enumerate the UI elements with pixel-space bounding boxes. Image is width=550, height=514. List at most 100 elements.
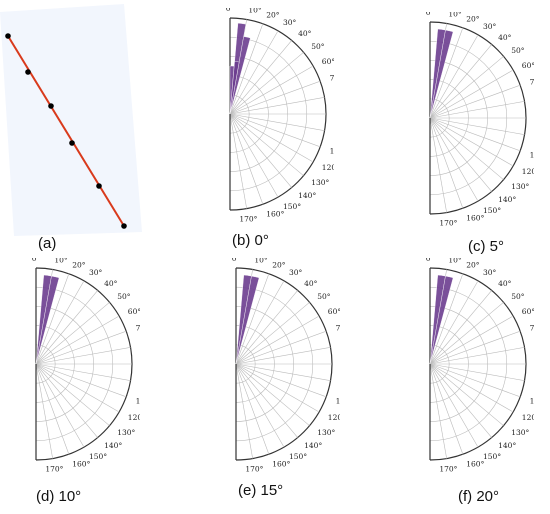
angle-label: 160°	[466, 460, 484, 469]
grid-spoke	[429, 117, 525, 135]
angle-label: 120°	[328, 413, 340, 422]
grid-spoke	[35, 280, 85, 365]
grid-spoke	[35, 290, 98, 365]
angle-label: 0°	[232, 258, 241, 263]
grid-spoke	[429, 347, 525, 365]
grid-spoke	[429, 56, 504, 119]
angle-label: 160°	[466, 214, 484, 223]
angle-label: 30°	[289, 268, 303, 277]
grid-spoke	[429, 117, 504, 180]
angle-label: 140°	[298, 191, 316, 200]
grid-spoke	[429, 273, 464, 365]
angle-label: 20°	[466, 260, 480, 269]
grid-spoke	[35, 347, 131, 365]
angle-label: 10°	[448, 258, 462, 265]
angle-label: 70°	[336, 324, 340, 333]
grid-spoke	[429, 363, 504, 426]
grid-spoke	[229, 23, 264, 115]
angle-label: 30°	[283, 18, 297, 27]
angle-label: 140°	[104, 441, 122, 450]
grid-spoke	[235, 363, 327, 398]
angle-label: 70°	[136, 324, 140, 333]
grid-spoke	[35, 363, 131, 381]
grid-spoke	[35, 330, 127, 365]
grid-spoke	[35, 363, 127, 398]
angle-label: 140°	[304, 441, 322, 450]
track-point	[121, 223, 127, 229]
angle-label: 0°	[426, 258, 435, 263]
angle-label: 10°	[248, 8, 262, 15]
grid-spoke	[429, 27, 464, 119]
angle-label: 130°	[317, 428, 335, 437]
angle-label: 40°	[498, 33, 512, 42]
grid-spoke	[229, 65, 314, 115]
grid-spoke	[429, 44, 492, 119]
angle-label: 0°	[426, 12, 435, 17]
angle-label: 60°	[128, 307, 140, 316]
rose-bar	[229, 36, 251, 115]
track-point	[25, 69, 31, 75]
angle-label: 70°	[530, 78, 534, 87]
grid-spoke	[235, 290, 298, 365]
angle-label: 150°	[89, 452, 107, 461]
angle-label: 20°	[72, 260, 86, 269]
grid-spoke	[235, 363, 331, 381]
polar-plot-b: 0°10°20°30°40°50°60°70°80°90°100°110°120…	[226, 8, 334, 223]
angle-label: 140°	[498, 195, 516, 204]
angle-label: 130°	[311, 178, 329, 187]
grid-spoke	[35, 273, 70, 365]
angle-label: 50°	[117, 292, 131, 301]
rose-bar	[35, 275, 60, 365]
angle-label: 170°	[45, 464, 63, 473]
grid-spoke	[229, 80, 321, 115]
grid-spoke	[429, 117, 447, 213]
angle-label: 120°	[128, 413, 140, 422]
angle-label: 170°	[239, 214, 257, 223]
angle-label: 150°	[289, 452, 307, 461]
grid-spoke	[229, 113, 247, 209]
angle-label: 60°	[522, 61, 534, 70]
grid-spoke	[429, 363, 464, 455]
grid-spoke	[429, 363, 521, 398]
grid-spoke	[35, 363, 98, 438]
angle-label: 70°	[530, 324, 534, 333]
grid-spoke	[235, 363, 310, 426]
angle-label: 40°	[498, 279, 512, 288]
rose-bar	[235, 275, 260, 365]
angle-label: 30°	[483, 22, 497, 31]
grid-spoke	[235, 273, 270, 365]
grid-spoke	[229, 113, 325, 131]
track-point	[69, 140, 75, 146]
grid-spoke	[229, 97, 325, 115]
rose-bar	[229, 61, 240, 115]
grid-spoke	[429, 117, 492, 192]
grid-spoke	[235, 330, 327, 365]
polar-plot-f: 0°10°20°30°40°50°60°70°80°90°100°110°120…	[426, 258, 534, 473]
grid-spoke	[229, 113, 321, 148]
angle-label: 150°	[483, 452, 501, 461]
grid-spoke	[429, 117, 514, 167]
grid-spoke	[35, 363, 85, 448]
grid-spoke	[429, 363, 492, 438]
angle-label: 160°	[72, 460, 90, 469]
angle-label: 30°	[89, 268, 103, 277]
grid-spoke	[35, 363, 70, 455]
grid-spoke	[35, 363, 110, 426]
track-point	[5, 33, 11, 39]
grid-spoke	[429, 363, 447, 459]
angle-label: 20°	[266, 10, 280, 19]
angle-label: 130°	[511, 428, 529, 437]
angle-label: 10°	[254, 258, 268, 265]
angle-label: 160°	[272, 460, 290, 469]
grid-spoke	[429, 363, 514, 413]
angle-label: 40°	[104, 279, 118, 288]
angle-label: 120°	[522, 167, 534, 176]
angle-label: 160°	[266, 210, 284, 219]
grid-spoke	[235, 363, 285, 448]
angle-label: 150°	[283, 202, 301, 211]
angle-label: 110°	[530, 150, 534, 159]
angle-label: 40°	[304, 279, 318, 288]
grid-spoke	[35, 363, 53, 459]
rose-bar	[429, 29, 454, 119]
